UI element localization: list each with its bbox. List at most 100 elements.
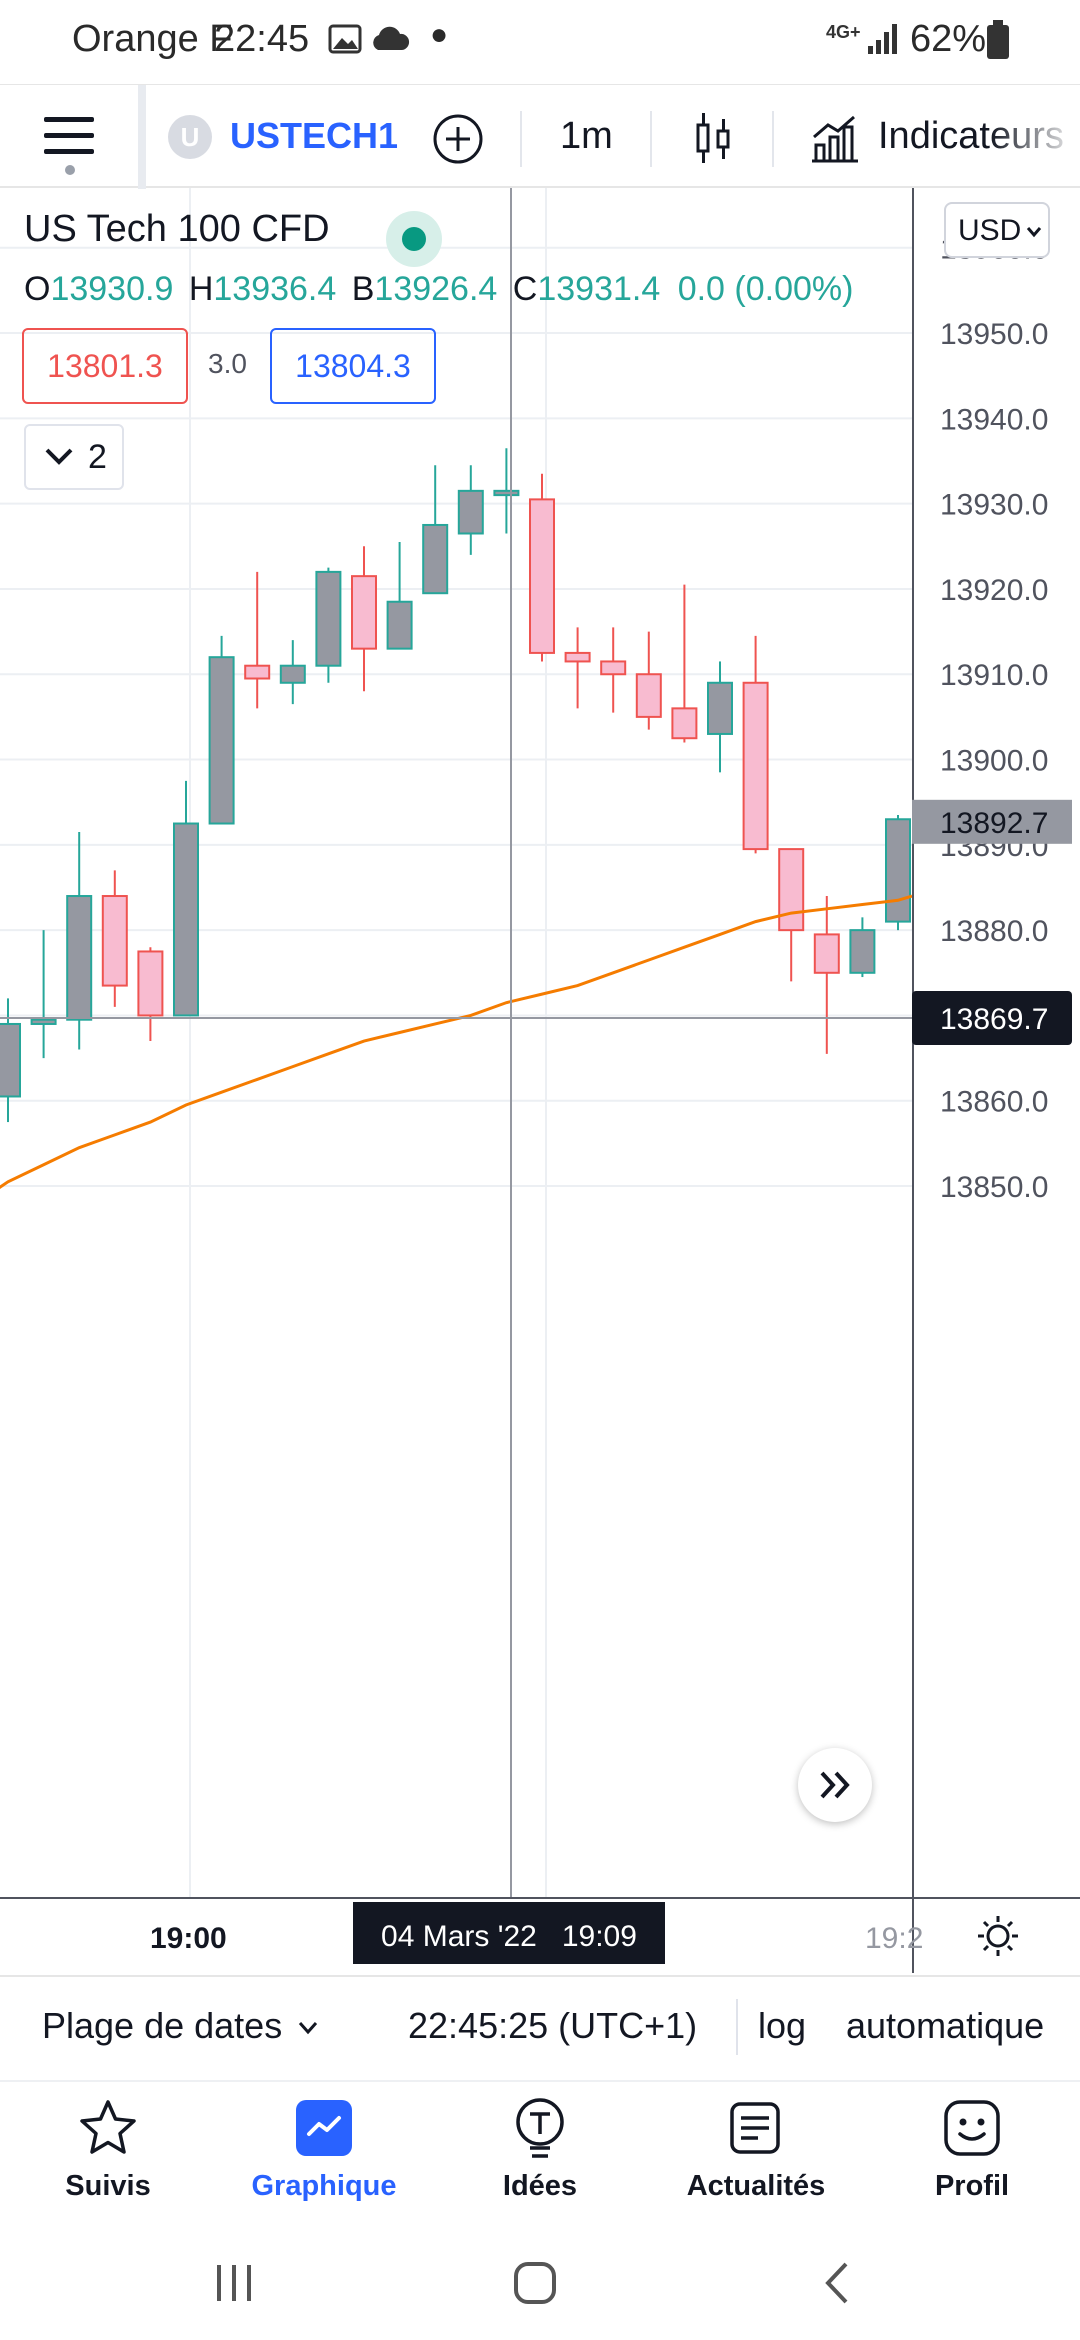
add-symbol-icon[interactable] (432, 113, 484, 165)
candle-body (101, 895, 128, 987)
ideas-icon (516, 2098, 564, 2158)
battery-icon (987, 20, 1009, 59)
candle-body (600, 660, 627, 676)
indicator-count: 2 (88, 438, 107, 476)
nav-label: Actualités (686, 2170, 826, 2202)
candle-body (742, 681, 769, 851)
candle-body (315, 570, 342, 667)
ohlc-legend: O13930.9 H13936.4 B13926.4 C13931.4 0.0 … (24, 270, 853, 309)
status-time: 22:45 (214, 18, 310, 60)
star-icon (80, 2100, 136, 2154)
chevron-down-icon (298, 2022, 318, 2035)
change-value: 0.0 (0.00%) (677, 270, 854, 308)
candle-body (279, 664, 306, 684)
scroll-to-realtime-button[interactable] (798, 1748, 872, 1822)
chart-settings-icon[interactable] (976, 1914, 1020, 1958)
toolbar-divider (138, 85, 146, 189)
currency-label: USD (958, 214, 1022, 247)
nav-profil[interactable]: Profil (864, 2082, 1080, 2232)
crosshair-price-badge (912, 991, 1072, 1045)
price-tick-label: 13860.0 (940, 1086, 1048, 1119)
crosshair-price-label: 13869.7 (940, 1003, 1048, 1036)
price-tick-label: 13880.0 (940, 915, 1048, 948)
nav-graphique[interactable]: Graphique (216, 2082, 432, 2232)
last-price-badge (912, 799, 1072, 844)
toolbar-fade (990, 105, 1080, 175)
candle-type-icon[interactable] (692, 111, 736, 167)
chart-title: US Tech 100 CFD (24, 208, 330, 250)
candle-body (849, 929, 876, 974)
nav-idees[interactable]: Idées (432, 2082, 648, 2232)
candle-body (173, 822, 199, 1017)
chart-toolbar: U USTECH1 1m Indicateurs (0, 84, 1080, 189)
moving-average-line (0, 894, 913, 1189)
buy-button[interactable]: 13804.3 (270, 328, 436, 404)
range-bar: Plage de dates 22:45:25 (UTC+1) log auto… (0, 1975, 1080, 2075)
candle-body (493, 489, 520, 497)
close-label: C (512, 270, 538, 308)
market-open-indicator (386, 211, 442, 267)
nav-label: Idées (502, 2170, 578, 2202)
currency-selector[interactable]: USD (944, 202, 1050, 258)
time-tick-label: 19:00 (150, 1922, 227, 1955)
recent-apps-icon[interactable] (214, 2262, 254, 2304)
crosshair-time-label: 04 Mars '22 19:09 (381, 1920, 637, 1953)
menu-button[interactable] (44, 115, 94, 155)
sell-button[interactable]: 13801.3 (22, 328, 188, 404)
low-value: 13926.4 (374, 270, 498, 308)
log-scale-toggle[interactable]: log (758, 2005, 807, 2046)
network-type: 4G+ (826, 22, 861, 42)
candle-body (707, 681, 733, 735)
candle-body (885, 818, 911, 923)
price-tick-label: 13930.0 (940, 489, 1048, 522)
candle-body (0, 1022, 21, 1098)
menu-indicator-dot (65, 165, 75, 175)
candle-body (30, 1018, 57, 1025)
symbol-avatar: U (168, 115, 212, 159)
high-label: H (188, 270, 214, 308)
candle-body (351, 575, 377, 650)
system-navigation (0, 2230, 1080, 2340)
interval-button[interactable]: 1m (560, 115, 613, 157)
price-tick-label: 13920.0 (940, 574, 1048, 607)
symbol-button[interactable]: USTECH1 (230, 115, 399, 156)
price-tick-label: 13950.0 (940, 318, 1048, 351)
indicators-icon[interactable] (810, 113, 860, 163)
price-tick-label: 13900.0 (940, 745, 1048, 778)
chart-icon (296, 2100, 352, 2156)
notification-dot-icon: ● (430, 18, 449, 51)
date-range-button[interactable]: Plage de dates (42, 2005, 283, 2046)
hamburger-icon (44, 117, 94, 154)
price-chart[interactable]: 13960.013950.013940.013930.013920.013910… (0, 188, 1080, 1973)
nav-actualites[interactable]: Actualités (648, 2082, 864, 2232)
nav-label: Graphique (251, 2170, 397, 2202)
candle-body (529, 498, 555, 654)
home-icon[interactable] (512, 2260, 558, 2306)
candle-body (457, 489, 484, 535)
candle-body (422, 523, 449, 595)
carrier-name: Orange F (72, 18, 233, 60)
timezone-clock[interactable]: 22:45:25 (UTC+1) (408, 2005, 698, 2046)
chart-area[interactable]: 13960.013950.013940.013930.013920.013910… (0, 188, 1080, 1973)
candle-body (244, 664, 271, 680)
low-label: B (351, 270, 375, 308)
collapse-indicators-button[interactable]: 2 (24, 424, 124, 490)
back-icon[interactable] (822, 2260, 852, 2306)
candle-body (386, 600, 413, 650)
open-label: O (24, 270, 51, 308)
gallery-notification-icon (328, 24, 362, 54)
spread-value: 3.0 (208, 348, 247, 379)
time-tick-label: 19:2 (865, 1922, 923, 1955)
candle-body (208, 656, 235, 825)
close-value: 13931.4 (537, 270, 661, 308)
nav-label: Profil (934, 2170, 1010, 2202)
double-chevron-right-icon (820, 1771, 850, 1799)
chevron-down-icon (1026, 227, 1042, 238)
nav-suivis[interactable]: Suivis (0, 2082, 216, 2232)
auto-scale-toggle[interactable]: automatique (846, 2005, 1045, 2046)
price-tick-label: 13910.0 (940, 659, 1048, 692)
chevron-down-icon (45, 448, 73, 465)
last-price-label: 13892.7 (940, 807, 1048, 840)
candle-body (564, 651, 591, 663)
bottom-navigation: Suivis Graphique Idées Actualités Profil (0, 2080, 1080, 2230)
